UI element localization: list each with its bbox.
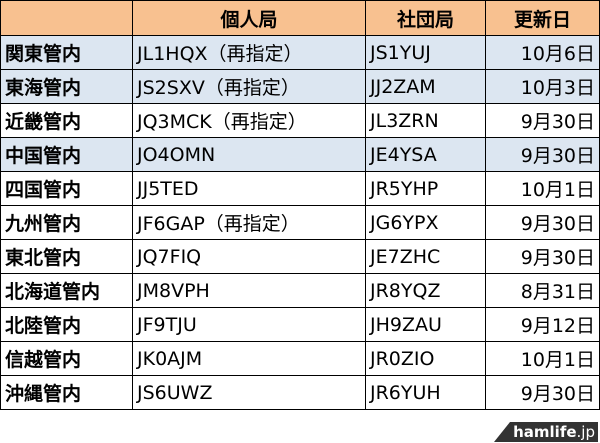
club-callsign-cell: JE7ZHC — [365, 239, 486, 274]
club-callsign-cell: JR5YHP — [365, 171, 486, 206]
personal-callsign-cell: JJ5TED — [132, 171, 366, 206]
personal-callsign-cell: JK0AJM — [132, 341, 366, 376]
table-row: 信越管内 JK0AJM JR0ZIO 10月1日 — [0, 341, 600, 376]
update-date-cell: 9月30日 — [485, 137, 600, 172]
region-cell: 東北管内 — [0, 239, 133, 274]
region-cell: 沖縄管内 — [0, 375, 133, 410]
update-date-cell: 10月1日 — [485, 171, 600, 206]
header-region — [0, 0, 133, 36]
region-cell: 九州管内 — [0, 205, 133, 240]
region-cell: 関東管内 — [0, 35, 133, 70]
region-cell: 中国管内 — [0, 137, 133, 172]
personal-callsign-cell: JQ3MCK（再指定） — [132, 103, 366, 138]
region-cell: 信越管内 — [0, 341, 133, 376]
club-callsign-cell: JH9ZAU — [365, 307, 486, 342]
personal-callsign-cell: JS2SXV（再指定） — [132, 69, 366, 104]
club-callsign-cell: JJ2ZAM — [365, 69, 486, 104]
update-date-cell: 8月31日 — [485, 273, 600, 308]
region-cell: 北海道管内 — [0, 273, 133, 308]
personal-callsign-cell: JL1HQX（再指定） — [132, 35, 366, 70]
header-personal: 個人局 — [132, 0, 366, 36]
hamlife-watermark: hamlife.jp — [494, 422, 598, 442]
personal-callsign-cell: JO4OMN — [132, 137, 366, 172]
update-date-cell: 9月30日 — [485, 205, 600, 240]
club-callsign-cell: JR6YUH — [365, 375, 486, 410]
region-cell: 近畿管内 — [0, 103, 133, 138]
personal-callsign-cell: JM8VPH — [132, 273, 366, 308]
personal-callsign-cell: JQ7FIQ — [132, 239, 366, 274]
table-row: 中国管内 JO4OMN JE4YSA 9月30日 — [0, 137, 600, 172]
update-date-cell: 10月6日 — [485, 35, 600, 70]
table-row: 沖縄管内 JS6UWZ JR6YUH 9月30日 — [0, 375, 600, 410]
personal-callsign-cell: JF9TJU — [132, 307, 366, 342]
club-callsign-cell: JG6YPX — [365, 205, 486, 240]
callsign-table: 個人局 社団局 更新日 関東管内 JL1HQX（再指定） JS1YUJ 10月6日 東海… — [0, 0, 600, 410]
region-cell: 四国管内 — [0, 171, 133, 206]
watermark-suffix: .jp — [576, 423, 595, 441]
table-row: 北陸管内 JF9TJU JH9ZAU 9月12日 — [0, 307, 600, 342]
personal-callsign-cell: JF6GAP（再指定） — [132, 205, 366, 240]
club-callsign-cell: JS1YUJ — [365, 35, 486, 70]
header-date: 更新日 — [485, 0, 600, 36]
table-row: 四国管内 JJ5TED JR5YHP 10月1日 — [0, 171, 600, 206]
table-row: 北海道管内 JM8VPH JR8YQZ 8月31日 — [0, 273, 600, 308]
watermark-main: hamlife — [513, 423, 577, 441]
header-club: 社団局 — [365, 0, 486, 36]
club-callsign-cell: JE4YSA — [365, 137, 486, 172]
table-row: 東海管内 JS2SXV（再指定） JJ2ZAM 10月3日 — [0, 69, 600, 104]
update-date-cell: 9月30日 — [485, 375, 600, 410]
update-date-cell: 10月1日 — [485, 341, 600, 376]
club-callsign-cell: JR0ZIO — [365, 341, 486, 376]
table-row: 東北管内 JQ7FIQ JE7ZHC 9月30日 — [0, 239, 600, 274]
update-date-cell: 9月30日 — [485, 239, 600, 274]
region-cell: 北陸管内 — [0, 307, 133, 342]
personal-callsign-cell: JS6UWZ — [132, 375, 366, 410]
table-row: 九州管内 JF6GAP（再指定） JG6YPX 9月30日 — [0, 205, 600, 240]
table-row: 関東管内 JL1HQX（再指定） JS1YUJ 10月6日 — [0, 35, 600, 70]
header-row: 個人局 社団局 更新日 — [0, 0, 600, 36]
update-date-cell: 9月30日 — [485, 103, 600, 138]
table-row: 近畿管内 JQ3MCK（再指定） JL3ZRN 9月30日 — [0, 103, 600, 138]
club-callsign-cell: JR8YQZ — [365, 273, 486, 308]
club-callsign-cell: JL3ZRN — [365, 103, 486, 138]
region-cell: 東海管内 — [0, 69, 133, 104]
update-date-cell: 10月3日 — [485, 69, 600, 104]
update-date-cell: 9月12日 — [485, 307, 600, 342]
